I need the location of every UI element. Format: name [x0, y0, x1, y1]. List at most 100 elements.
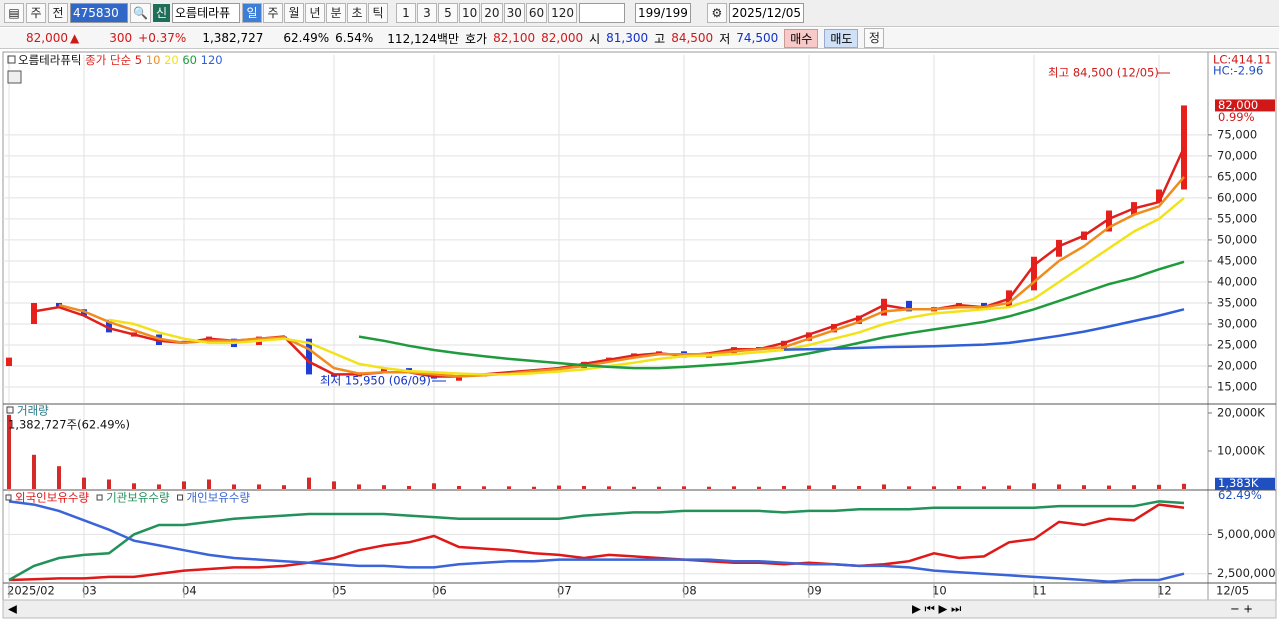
scrollbar[interactable] [2, 599, 1277, 619]
code-input[interactable]: 475830 [70, 3, 128, 23]
volume-bar [357, 484, 361, 489]
period-button[interactable]: 초 [347, 3, 367, 23]
interval-button[interactable]: 30 [503, 3, 525, 23]
high-label: 고 [654, 31, 666, 46]
date[interactable]: 2025/12/05 [728, 3, 805, 23]
volume-bar [1057, 484, 1061, 489]
low-label: 저 [719, 31, 731, 46]
y-tick-label: 20,000 [1217, 359, 1257, 373]
candle [1031, 256, 1037, 291]
legend-entry: 5 [135, 53, 142, 67]
volume-bar [907, 486, 911, 489]
ma-line [58, 176, 1185, 378]
interval-input[interactable] [579, 3, 626, 23]
market-select[interactable]: 주 [26, 3, 46, 23]
interval-button[interactable]: 120 [548, 3, 578, 23]
volume-bar [632, 486, 636, 489]
tool-button[interactable]: ⚙ [706, 3, 727, 23]
volume-bar [782, 485, 786, 489]
candle [31, 302, 37, 324]
scroll-controls[interactable]: ▶ ⏮ ▶ ⏭ [912, 602, 962, 616]
legend-icon [6, 406, 14, 414]
legend-entry: 60 [182, 53, 197, 67]
menu-button[interactable]: ▤ [4, 3, 24, 23]
x-tick-label: 04 [182, 584, 197, 598]
volume-bar [1132, 485, 1136, 489]
interval-button[interactable]: 1 [396, 3, 416, 23]
volume-bar [582, 485, 586, 489]
candle [856, 315, 862, 324]
y-tick-label: 70,000 [1217, 148, 1257, 162]
interval-button[interactable]: 20 [481, 3, 503, 23]
volume-bar [957, 485, 961, 489]
volume-bar [857, 485, 861, 489]
scroll-left[interactable]: ◀ [8, 602, 17, 616]
bid: 82,000 [541, 31, 584, 45]
volume-bar [832, 485, 836, 489]
count: 199/199 [635, 3, 691, 23]
period-button[interactable]: 월 [284, 3, 304, 23]
y-tick-label: 35,000 [1217, 295, 1257, 309]
interval-button[interactable]: 60 [525, 3, 548, 23]
candle [831, 323, 837, 333]
y-tick-label: 20,000K [1217, 405, 1265, 419]
volume-bar [282, 485, 286, 489]
zoom-controls[interactable]: − + [1230, 602, 1253, 616]
legend-entry: 120 [201, 53, 223, 67]
candle [1156, 189, 1162, 203]
volume-bar [307, 477, 311, 489]
volume-bar [1082, 485, 1086, 489]
prev-button[interactable]: 전 [48, 3, 68, 23]
change: 300 [109, 31, 133, 45]
legend-icon [5, 494, 12, 501]
volume-bar [7, 414, 11, 489]
x-tick-label: 11 [1032, 584, 1047, 598]
period-button[interactable]: 일 [242, 3, 262, 23]
volume-bar [157, 484, 161, 489]
volume-bar [382, 485, 386, 489]
candle [6, 357, 12, 367]
x-tick-label: 03 [82, 584, 97, 598]
chart-frame [2, 51, 1277, 601]
period-button[interactable]: 년 [305, 3, 325, 23]
settle-button[interactable]: 정 [864, 28, 885, 48]
price: 82,000 [26, 31, 68, 45]
last-value-label: 82,000 [1218, 98, 1258, 112]
volume-bar [532, 486, 536, 489]
period-button[interactable]: 분 [326, 3, 346, 23]
candle [306, 338, 312, 375]
interval-button[interactable]: 5 [438, 3, 458, 23]
interval-button[interactable]: 3 [417, 3, 437, 23]
x-tick-label: 10 [932, 584, 947, 598]
chart-title: 오름테라퓨틱 [18, 53, 81, 67]
last-value-tag [1215, 477, 1275, 490]
change-pct: +0.37% [138, 31, 187, 45]
candle [1106, 210, 1112, 232]
period-button[interactable]: 틱 [368, 3, 388, 23]
table-icon [7, 70, 22, 84]
period-button[interactable]: 주 [263, 3, 283, 23]
y-tick-label: 10,000K [1217, 443, 1265, 457]
legend-entry: 10 [146, 53, 161, 67]
candle [881, 298, 887, 316]
side-label: LC:414.11 [1213, 53, 1272, 67]
search-button[interactable]: 🔍 [130, 3, 151, 23]
volume: 1,382,727 [202, 31, 264, 45]
y-tick-label: 30,000 [1217, 316, 1257, 330]
sell-button[interactable]: 매도 [824, 28, 859, 48]
volume-bar [182, 481, 186, 489]
legend-entry: 20 [164, 53, 179, 67]
volume-bar [132, 483, 136, 489]
volume-bar [332, 481, 336, 489]
candle [781, 340, 787, 350]
interval-button[interactable]: 10 [459, 3, 481, 23]
y-tick-label: 60,000 [1217, 190, 1257, 204]
candle [456, 376, 462, 381]
volume-ratio: 62.49% [283, 31, 330, 45]
buy-button[interactable]: 매수 [784, 28, 819, 48]
volume-bar [1182, 483, 1186, 489]
side-label: HC:-2.96 [1213, 64, 1263, 78]
